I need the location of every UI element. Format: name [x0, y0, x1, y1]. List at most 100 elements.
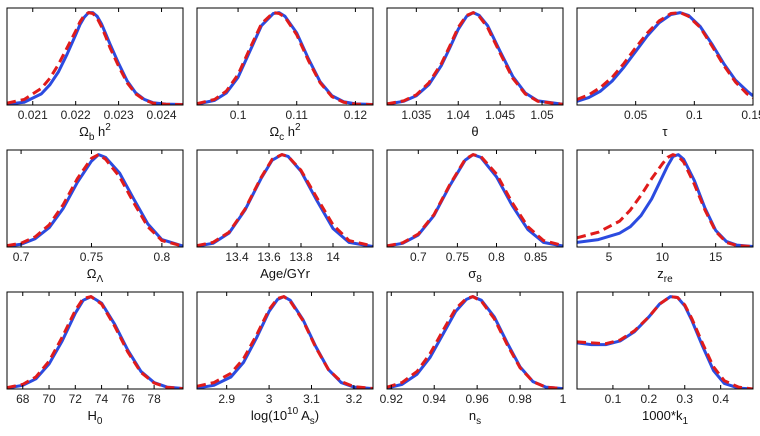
x-tick-label: 0.11	[285, 108, 308, 122]
series-dashed-line	[387, 153, 563, 247]
panel-10: 2.9 3 3.1 3.2 log(1010 As)	[196, 291, 374, 427]
x-axis-label: τ	[662, 124, 668, 139]
axes-frame	[196, 149, 374, 248]
x-axis-label: θ	[471, 124, 478, 139]
x-tick-label: 0.85	[524, 250, 548, 264]
axes-frame	[576, 291, 754, 390]
series-group	[387, 11, 563, 105]
x-tick-label: 0.4	[712, 392, 729, 406]
x-tick-label: 76	[121, 392, 135, 406]
series-solid-line	[197, 153, 373, 247]
x-tick-label: 13.6	[257, 250, 281, 264]
series-group	[577, 153, 753, 247]
axes-frame	[386, 7, 564, 106]
x-tick-label: 3.1	[303, 392, 320, 406]
x-tick-label: 0.024	[147, 108, 177, 122]
x-tick-label: 14	[326, 250, 340, 264]
x-tick-label: 74	[95, 392, 109, 406]
panel-1: 0.021 0.022 0.023 0.024 Ωb h2	[6, 7, 184, 143]
x-tick-label: 0.7	[410, 250, 427, 264]
x-tick-label: 0.15	[741, 108, 760, 122]
series-solid-line	[577, 295, 753, 389]
x-axis-label: 1000*k1	[642, 408, 688, 427]
x-tick-label: 72	[69, 392, 83, 406]
x-tick-label: 78	[147, 392, 161, 406]
x-tick-label: 0.05	[624, 108, 648, 122]
x-axis-label: Ωc h2	[269, 122, 301, 143]
axes-frame	[576, 7, 754, 106]
axes-frame	[6, 149, 184, 248]
x-tick-label: 15	[709, 250, 723, 264]
series-solid-line	[7, 153, 183, 247]
series-group	[197, 11, 373, 105]
panel-2: 0.1 0.11 0.12 Ωc h2	[196, 7, 374, 143]
x-tick-label: 0.021	[18, 108, 48, 122]
series-group	[7, 11, 183, 105]
x-axis-label: Ωb h2	[79, 122, 111, 143]
x-tick-label: 0.2	[640, 392, 657, 406]
series-solid-line	[387, 153, 563, 247]
series-dashed-line	[577, 153, 753, 247]
x-tick-label: 0.12	[344, 108, 368, 122]
x-axis-label: log(1010 As)	[251, 406, 319, 427]
x-tick-label: 1.035	[401, 108, 431, 122]
panel-7: 0.7 0.75 0.8 0.85 σ8	[386, 149, 564, 285]
series-group	[7, 295, 183, 389]
x-tick-label: 0.96	[465, 392, 489, 406]
panel-12: 0.1 0.2 0.3 0.4 1000*k1	[576, 291, 754, 427]
x-tick-label: 0.023	[104, 108, 134, 122]
series-group	[577, 295, 753, 389]
axes-frame	[196, 7, 374, 106]
series-dashed-line	[387, 11, 563, 105]
axes-frame	[6, 7, 184, 106]
axes-frame	[386, 291, 564, 390]
x-tick-label: 13.8	[289, 250, 313, 264]
series-group	[197, 153, 373, 247]
x-tick-label: 3	[266, 392, 273, 406]
x-tick-label: 0.7	[13, 250, 30, 264]
series-solid-line	[197, 295, 373, 389]
x-tick-label: 0.8	[154, 250, 171, 264]
panel-9: 68 70 72 74 76 78 H0	[6, 291, 184, 427]
x-axis-label: Age/GYr	[260, 266, 311, 281]
series-solid-line	[577, 153, 753, 247]
x-axis-label: ΩΛ	[87, 266, 104, 285]
series-solid-line	[7, 295, 183, 389]
x-tick-label: 2.9	[218, 392, 235, 406]
x-tick-label: 1.045	[485, 108, 515, 122]
x-tick-label: 0.1	[605, 392, 622, 406]
series-dashed-line	[7, 153, 183, 247]
series-group	[387, 153, 563, 247]
axes-frame	[196, 291, 374, 390]
axes-frame	[386, 149, 564, 248]
series-group	[577, 11, 753, 103]
x-tick-label: 5	[606, 250, 613, 264]
x-tick-label: 0.75	[446, 250, 470, 264]
panel-3: 1.035 1.04 1.045 1.05 θ	[386, 7, 564, 139]
x-tick-label: 0.8	[488, 250, 505, 264]
axes-frame	[6, 291, 184, 390]
series-dashed-line	[197, 153, 373, 247]
panel-5: 0.7 0.75 0.8 ΩΛ	[6, 149, 184, 285]
x-tick-label: 1.04	[447, 108, 471, 122]
x-axis-label: σ8	[468, 266, 482, 285]
series-group	[387, 295, 563, 389]
series-group	[7, 153, 183, 247]
series-dashed-line	[7, 295, 183, 389]
x-tick-label: 0.94	[423, 392, 447, 406]
x-tick-label: 0.92	[380, 392, 404, 406]
panel-4: 0.05 0.1 0.15 τ	[576, 7, 760, 139]
x-tick-label: 0.1	[230, 108, 247, 122]
x-tick-label: 0.98	[508, 392, 532, 406]
series-dashed-line	[387, 295, 563, 389]
panel-8: 5 10 15 zre	[576, 149, 754, 285]
axes-frame	[576, 149, 754, 248]
series-group	[197, 295, 373, 389]
series-solid-line	[197, 11, 373, 105]
series-solid-line	[387, 11, 563, 105]
x-tick-label: 0.022	[61, 108, 91, 122]
x-tick-label: 0.3	[676, 392, 693, 406]
x-tick-label: 10	[656, 250, 670, 264]
panel-6: 13.4 13.6 13.8 14 Age/GYr	[196, 149, 374, 281]
